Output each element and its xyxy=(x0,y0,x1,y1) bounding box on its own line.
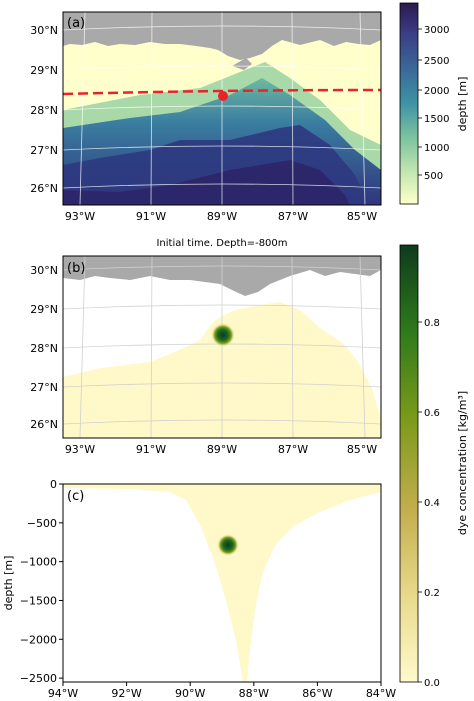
y-tick-label: −1000 xyxy=(20,556,57,569)
lon-tick: 89°W xyxy=(207,210,237,223)
colorbar-depth-label: depth [m] xyxy=(456,77,469,132)
x-tick-label: 92°W xyxy=(111,687,141,700)
panel-b-title: Initial time. Depth=-800m xyxy=(156,238,287,249)
colorbar-dye-tick: 0.2 xyxy=(424,588,440,599)
frame-c xyxy=(62,483,382,683)
panel-b: Initial time. Depth=-800m (b) 30°N 29°N … xyxy=(30,238,382,456)
x-tick-label: 86°W xyxy=(302,687,332,700)
lon-tick: 85°W xyxy=(347,443,377,456)
colorbar-dye-label: dye concentration [kg/m³] xyxy=(456,391,469,535)
frame-b xyxy=(62,255,382,439)
lon-tick: 85°W xyxy=(347,210,377,223)
delta-land xyxy=(232,58,252,70)
colorbar-dye-ticks xyxy=(418,321,422,683)
lon-tick: 89°W xyxy=(207,443,237,456)
panel-c: (c) 94°W 92°W 90°W 88°W 86°W 84°W 0 −500 −1000 −1… xyxy=(2,478,396,700)
release-point xyxy=(218,91,228,101)
colorbar-dye: 0.8 0.6 0.4 0.2 0.0 dye concentration [k… xyxy=(399,244,469,689)
lon-tick: 91°W xyxy=(136,210,166,223)
lon-tick: 91°W xyxy=(136,443,166,456)
colorbar-dye-tick: 0.8 xyxy=(424,318,440,329)
colorbar-dye-tick: 0.6 xyxy=(424,408,440,419)
lat-tick: 26°N xyxy=(30,418,58,431)
colorbar-depth-gradient xyxy=(399,2,419,205)
axis-c: 94°W 92°W 90°W 88°W 86°W 84°W 0 −500 −1000 −1500 −… xyxy=(20,478,397,700)
lon-tick: 87°W xyxy=(278,443,308,456)
lon-ticks-a: 93°W 91°W 89°W 87°W 85°W xyxy=(65,210,377,223)
dye-patch-c xyxy=(217,534,239,556)
colorbar-dye-tick: 0.0 xyxy=(424,678,440,689)
y-axis-label-c: depth [m] xyxy=(2,556,15,611)
x-tick-label: 88°W xyxy=(239,687,269,700)
colorbar-depth-tick: 500 xyxy=(424,171,443,182)
lat-tick: 26°N xyxy=(30,182,58,195)
lat-ticks-b: 30°N 29°N 28°N 27°N 26°N xyxy=(30,264,58,431)
lat-tick: 30°N xyxy=(30,264,58,277)
lat-tick: 30°N xyxy=(30,24,58,37)
colorbar-depth-tick: 2000 xyxy=(424,86,449,97)
x-tick-label: 84°W xyxy=(366,687,396,700)
y-tick-label: 0 xyxy=(50,478,57,491)
panel-label-b: (b) xyxy=(67,261,85,276)
graticule-a xyxy=(63,12,381,205)
panel-label-a: (a) xyxy=(67,16,85,31)
abyssal-deep xyxy=(63,160,350,205)
colorbar-depth-tick: 2500 xyxy=(424,56,449,67)
dye-section-background xyxy=(63,484,381,682)
graticule-b xyxy=(63,256,381,438)
lat-ticks-a: 30°N 29°N 28°N 27°N 26°N xyxy=(30,24,58,195)
lat-tick: 27°N xyxy=(30,381,58,394)
lon-tick: 93°W xyxy=(65,210,95,223)
y-tick-label: −1500 xyxy=(20,594,57,607)
colorbar-depth-ticks xyxy=(418,28,422,176)
panel-label-c: (c) xyxy=(67,489,84,504)
lon-tick: 93°W xyxy=(65,443,95,456)
y-tick-label: −500 xyxy=(27,517,57,530)
colorbar-depth-tick: 1000 xyxy=(424,143,449,154)
lon-ticks-b: 93°W 91°W 89°W 87°W 85°W xyxy=(65,443,377,456)
lat-tick: 28°N xyxy=(30,342,58,355)
x-tick-label: 90°W xyxy=(175,687,205,700)
colorbar-depth-tick: 3000 xyxy=(424,25,449,36)
x-tick-label: 94°W xyxy=(48,687,78,700)
lon-tick: 87°W xyxy=(278,210,308,223)
colorbar-depth: 3000 2500 2000 1500 1000 500 depth [m] xyxy=(399,2,469,205)
colorbar-depth-tick: 1500 xyxy=(424,114,449,125)
colorbar-dye-gradient xyxy=(399,244,419,683)
frame-a xyxy=(62,11,382,206)
transect-line xyxy=(63,88,381,96)
colorbar-dye-tick: 0.4 xyxy=(424,498,440,509)
y-tick-label: −2000 xyxy=(20,633,57,646)
lat-tick: 29°N xyxy=(30,64,58,77)
panel-a: (a) 30°N 29°N 28°N 27°N 26°N 93°W 91°W 8… xyxy=(30,11,382,223)
lat-tick: 29°N xyxy=(30,303,58,316)
lat-tick: 27°N xyxy=(30,144,58,157)
dye-patch-b xyxy=(211,323,235,347)
lat-tick: 28°N xyxy=(30,104,58,117)
y-tick-label: −2500 xyxy=(20,672,57,685)
